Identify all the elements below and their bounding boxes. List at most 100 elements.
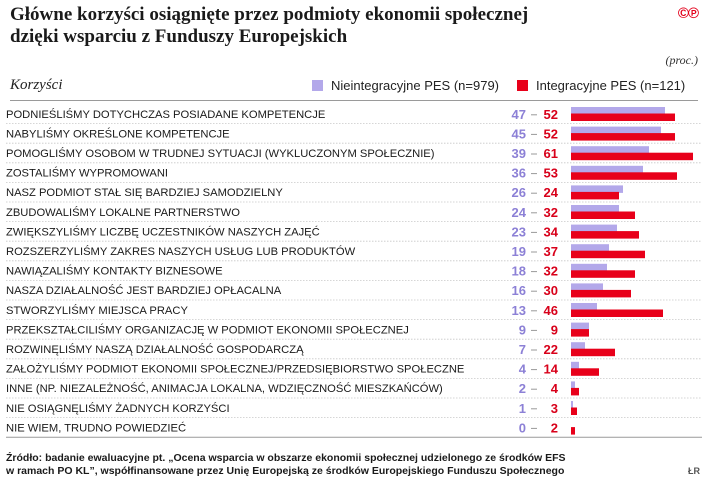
value-label-b: 46	[544, 303, 558, 318]
value-label-b: 24	[544, 185, 559, 200]
value-label-a: 36	[512, 166, 526, 181]
bar-series-a	[571, 322, 589, 331]
bar-series-b	[571, 113, 675, 121]
value-label-a: 23	[512, 224, 526, 239]
source-line-1: Źródło: badanie ewaluacyjne pt. „Ocena w…	[6, 452, 566, 464]
bar-series-a	[571, 126, 661, 135]
bar-series-a	[571, 303, 597, 311]
bar-series-a	[571, 224, 617, 233]
value-label-a: 1	[519, 401, 526, 416]
category-label: POMOGLIŚMY OSOBOM W TRUDNEJ SYTUACJI (WY…	[6, 147, 435, 160]
legend-item-b: Integracyjne PES (n=121)	[517, 78, 685, 93]
bar-series-a	[571, 107, 665, 115]
bar-series-b	[571, 191, 619, 200]
value-label-a: 4	[519, 362, 527, 377]
value-label-a: 18	[512, 264, 526, 279]
value-label-a: 0	[519, 420, 526, 435]
title-line-2: dzięki wsparciu z Funduszy Europejskich	[10, 26, 348, 47]
source-note: Źródło: badanie ewaluacyjne pt. „Ocena w…	[6, 452, 646, 478]
value-label-a: 47	[512, 107, 526, 122]
bar-series-a	[571, 165, 643, 174]
bar-series-a	[571, 381, 575, 389]
bar-series-a	[571, 146, 649, 154]
bar-series-b	[571, 289, 631, 298]
category-label: NIE WIEM, TRUDNO POWIEDZIEĆ	[6, 421, 186, 434]
bar-series-a	[571, 185, 623, 193]
bar-series-b	[571, 231, 639, 239]
publisher-logo: ©℗	[677, 5, 699, 22]
bar-series-a	[571, 205, 619, 213]
unit-label: (proc.)	[665, 53, 698, 67]
value-label-a: 39	[512, 146, 526, 161]
bar-series-a	[571, 244, 609, 252]
bar-chart: PODNIEŚLIŚMY DOTYCHCZAS POSIADANE KOMPET…	[6, 107, 702, 438]
bar-series-b	[571, 387, 579, 396]
value-label-a: 19	[512, 244, 526, 259]
value-label-b: 52	[544, 126, 558, 141]
header-divider	[10, 100, 698, 101]
category-label: PODNIEŚLIŚMY DOTYCHCZAS POSIADANE KOMPET…	[6, 108, 325, 121]
category-label: ZWIĘKSZYLIŚMY LICZBĘ UCZESTNIKÓW NASZYCH…	[6, 225, 320, 238]
category-label: ZOSTALIŚMY WYPROMOWANI	[6, 167, 168, 180]
value-label-b: 52	[544, 107, 558, 122]
bar-series-a	[571, 342, 585, 350]
category-label: ROZSZERZYLIŚMY ZAKRES NASZYCH USŁUG LUB …	[6, 245, 356, 258]
section-label: Korzyści	[10, 77, 63, 93]
bar-series-b	[571, 329, 589, 337]
value-label-b: 3	[551, 401, 558, 416]
value-label-a: 45	[512, 126, 526, 141]
bar-series-b	[571, 427, 575, 435]
value-label-b: 22	[544, 342, 558, 357]
legend-label-b: Integracyjne PES (n=121)	[536, 78, 686, 93]
bar-series-b	[571, 211, 635, 219]
category-label: NABYLIŚMY OKREŚLONE KOMPETENCJE	[6, 127, 230, 140]
bar-series-a	[571, 361, 579, 370]
value-label-a: 16	[512, 283, 526, 298]
source-line-2: w ramach PO KL”, współfinansowane przez …	[6, 465, 565, 477]
bar-series-b	[571, 309, 663, 317]
bar-series-a	[571, 263, 607, 272]
category-label: NIE OSIĄGNĘLIŚMY ŻADNYCH KORZYŚCI	[6, 402, 230, 415]
category-label: NAWIĄZALIŚMY KONTAKTY BIZNESOWE	[6, 265, 223, 278]
legend-swatch-b	[517, 80, 528, 91]
bar-series-a	[571, 401, 573, 409]
category-label: ZBUDOWALIŚMY LOKALNE PARTNERSTWO	[6, 206, 240, 219]
category-label: STWORZYLIŚMY MIEJSCA PRACY	[6, 304, 188, 317]
value-label-b: 14	[544, 362, 559, 377]
chart-title: Główne korzyści osiągnięte przez podmiot…	[10, 4, 570, 48]
bar-series-b	[571, 368, 599, 376]
title-line-1: Główne korzyści osiągnięte przez podmiot…	[10, 4, 529, 25]
bar-series-b	[571, 172, 677, 180]
value-label-b: 2	[551, 420, 558, 435]
value-label-b: 32	[544, 205, 558, 220]
bar-series-b	[571, 270, 635, 278]
value-label-a: 2	[519, 381, 526, 396]
category-label: NASZ PODMIOT STAŁ SIĘ BARDZIEJ SAMODZIEL…	[6, 187, 283, 199]
value-label-b: 32	[544, 264, 558, 279]
category-label: ZAŁOŻYLIŚMY PODMIOT EKONOMII SPOŁECZNEJ/…	[6, 363, 464, 376]
value-label-a: 7	[519, 342, 526, 357]
value-label-a: 24	[512, 205, 527, 220]
legend-swatch-a	[312, 80, 323, 91]
value-label-b: 61	[544, 146, 558, 161]
value-label-b: 4	[551, 381, 559, 396]
category-label: INNE (NP. NIEZALEŻNOŚĆ, ANIMACJA LOKALNA…	[6, 382, 443, 395]
value-label-b: 9	[551, 322, 558, 337]
bar-series-a	[571, 283, 603, 291]
legend-label-a: Nieintegracyjne PES (n=979)	[331, 78, 500, 93]
value-label-a: 13	[512, 303, 526, 318]
category-label: PRZEKSZTAŁCILIŚMY ORGANIZACJĘ W PODMIOT …	[6, 323, 409, 336]
bar-series-b	[571, 348, 615, 357]
value-label-b: 37	[544, 244, 558, 259]
category-label: NASZA DZIAŁALNOŚĆ JEST BARDZIEJ OPŁACALN…	[6, 284, 282, 297]
bar-series-b	[571, 133, 675, 141]
value-label-b: 34	[544, 224, 559, 239]
bar-series-b	[571, 407, 577, 415]
legend-item-a: Nieintegracyjne PES (n=979)	[312, 78, 499, 93]
bar-series-b	[571, 250, 645, 259]
value-label-a: 26	[512, 185, 526, 200]
value-label-b: 53	[544, 166, 558, 181]
value-label-a: 9	[519, 322, 526, 337]
author-credit: ŁR	[688, 466, 700, 476]
category-label: ROZWINĘLIŚMY NASZĄ DZIAŁALNOŚĆ GOSPODARC…	[6, 343, 304, 356]
